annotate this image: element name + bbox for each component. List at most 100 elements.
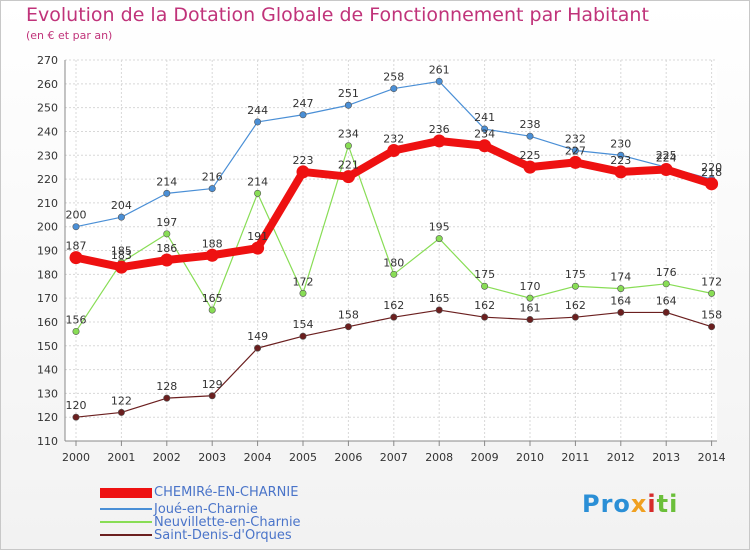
x-tick-label: 2014 bbox=[698, 451, 726, 464]
data-point bbox=[478, 139, 492, 153]
data-label: 187 bbox=[66, 240, 87, 253]
data-point bbox=[254, 189, 262, 197]
x-tick-label: 2011 bbox=[561, 451, 589, 464]
data-point bbox=[571, 282, 579, 290]
legend-swatch bbox=[100, 534, 152, 536]
data-label: 176 bbox=[656, 266, 677, 279]
data-label: 185 bbox=[111, 244, 132, 257]
data-point bbox=[344, 323, 352, 331]
data-point bbox=[299, 289, 307, 297]
data-point bbox=[435, 235, 443, 243]
x-tick-label: 2013 bbox=[652, 451, 680, 464]
data-label: 128 bbox=[156, 380, 177, 393]
chart-title: Evolution de la Dotation Globale de Fonc… bbox=[26, 4, 649, 26]
data-point bbox=[387, 143, 401, 157]
data-label: 234 bbox=[338, 128, 359, 141]
data-point bbox=[481, 313, 489, 321]
data-label: 162 bbox=[383, 299, 404, 312]
data-point bbox=[390, 270, 398, 278]
data-point bbox=[299, 111, 307, 119]
data-label: 244 bbox=[247, 104, 268, 117]
data-point bbox=[69, 251, 83, 265]
data-label: 223 bbox=[610, 154, 631, 167]
data-label: 164 bbox=[656, 294, 677, 307]
data-point bbox=[617, 285, 625, 293]
x-tick-label: 2006 bbox=[334, 451, 362, 464]
data-point bbox=[344, 142, 352, 150]
data-point bbox=[208, 306, 216, 314]
data-point bbox=[526, 294, 534, 302]
data-point bbox=[114, 260, 128, 274]
data-label: 251 bbox=[338, 87, 359, 100]
y-tick-label: 170 bbox=[37, 292, 58, 305]
data-label: 183 bbox=[111, 249, 132, 262]
data-label: 232 bbox=[565, 132, 586, 145]
data-label: 218 bbox=[701, 166, 722, 179]
legend-swatch bbox=[100, 488, 152, 498]
data-label: 224 bbox=[656, 152, 677, 165]
data-point bbox=[435, 77, 443, 85]
y-tick-label: 270 bbox=[37, 54, 58, 67]
x-tick-label: 2002 bbox=[153, 451, 181, 464]
y-tick-label: 120 bbox=[37, 411, 58, 424]
data-point bbox=[117, 213, 125, 221]
data-label: 223 bbox=[293, 154, 314, 167]
data-point bbox=[390, 313, 398, 321]
data-point bbox=[160, 253, 174, 267]
data-point bbox=[662, 280, 670, 288]
data-point bbox=[205, 248, 219, 262]
data-point bbox=[523, 160, 537, 174]
data-label: 227 bbox=[565, 144, 586, 157]
data-point bbox=[526, 316, 534, 324]
data-point bbox=[341, 170, 355, 184]
data-point bbox=[571, 146, 579, 154]
data-label: 165 bbox=[202, 292, 223, 305]
x-tick-label: 2001 bbox=[107, 451, 135, 464]
data-label: 225 bbox=[656, 149, 677, 162]
data-label: 165 bbox=[429, 292, 450, 305]
data-label: 236 bbox=[429, 123, 450, 136]
data-label: 225 bbox=[520, 149, 541, 162]
data-point bbox=[617, 151, 625, 159]
data-point bbox=[614, 165, 628, 179]
data-point bbox=[435, 306, 443, 314]
data-point bbox=[254, 344, 262, 352]
data-label: 162 bbox=[474, 299, 495, 312]
data-point bbox=[251, 241, 265, 255]
data-label: 214 bbox=[156, 175, 177, 188]
y-tick-label: 230 bbox=[37, 149, 58, 162]
data-point bbox=[662, 308, 670, 316]
data-label: 221 bbox=[338, 159, 359, 172]
data-label: 232 bbox=[383, 132, 404, 145]
data-label: 258 bbox=[383, 71, 404, 84]
legend-swatch bbox=[100, 521, 152, 523]
y-tick-label: 210 bbox=[37, 197, 58, 210]
y-tick-label: 200 bbox=[37, 221, 58, 234]
data-point bbox=[708, 323, 716, 331]
data-point bbox=[72, 223, 80, 231]
y-tick-label: 220 bbox=[37, 173, 58, 186]
data-label: 149 bbox=[247, 330, 268, 343]
y-tick-label: 110 bbox=[37, 435, 58, 448]
data-label: 247 bbox=[293, 97, 314, 110]
data-point bbox=[208, 185, 216, 193]
data-point bbox=[481, 282, 489, 290]
data-label: 230 bbox=[610, 137, 631, 150]
x-tick-label: 2008 bbox=[425, 451, 453, 464]
x-tick-label: 2000 bbox=[62, 451, 90, 464]
x-tick-label: 2004 bbox=[244, 451, 272, 464]
x-tick-label: 2007 bbox=[380, 451, 408, 464]
x-tick-label: 2009 bbox=[471, 451, 499, 464]
data-point bbox=[705, 177, 719, 191]
data-label: 120 bbox=[66, 399, 87, 412]
data-label: 195 bbox=[429, 221, 450, 234]
data-point bbox=[344, 101, 352, 109]
data-label: 156 bbox=[66, 313, 87, 326]
data-point bbox=[296, 165, 310, 179]
data-label: 164 bbox=[610, 294, 631, 307]
data-point bbox=[432, 134, 446, 148]
data-point bbox=[390, 85, 398, 93]
data-label: 220 bbox=[701, 161, 722, 174]
x-tick-label: 2012 bbox=[607, 451, 635, 464]
